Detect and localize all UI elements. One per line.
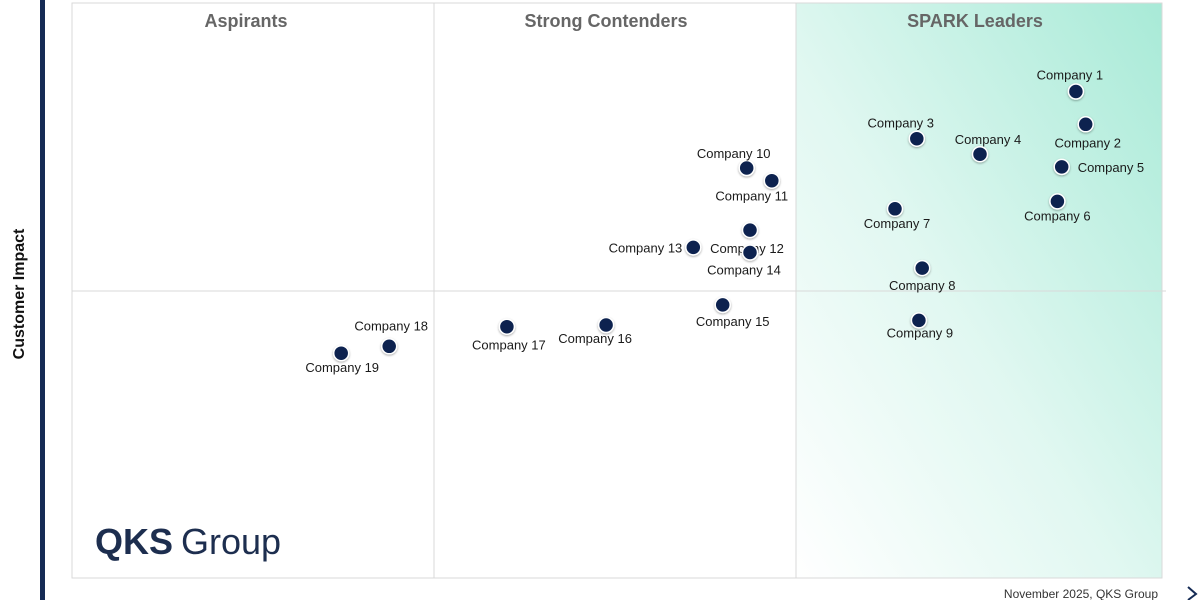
quadrant-title-spark-leaders: SPARK Leaders	[907, 11, 1043, 31]
data-label-3: Company 3	[868, 116, 934, 131]
data-point-13	[685, 239, 702, 256]
data-point-17	[498, 318, 516, 335]
left-accent-bar	[40, 0, 45, 600]
data-label-11: Company 11	[715, 189, 788, 204]
data-label-15: Company 15	[696, 314, 770, 329]
data-label-16: Company 16	[558, 331, 632, 346]
data-label-18: Company 18	[354, 318, 428, 333]
data-label-13: Company 13	[609, 240, 683, 255]
data-point-8	[913, 259, 931, 277]
qks-group-logo: QKS Group	[95, 521, 281, 562]
data-point-11	[763, 172, 781, 189]
data-point-4	[971, 145, 989, 163]
data-label-5: Company 5	[1078, 160, 1144, 175]
data-point-1	[1067, 83, 1085, 100]
data-label-6: Company 6	[1024, 208, 1090, 223]
data-label-10: Company 10	[697, 146, 771, 161]
data-label-8: Company 8	[889, 278, 955, 293]
data-label-19: Company 19	[305, 360, 379, 375]
data-points: Company 1 Company 2 Company 3 Company 4 Comp…	[305, 68, 1144, 376]
data-label-4: Company 4	[955, 132, 1021, 147]
data-label-1: Company 1	[1037, 68, 1103, 83]
data-label-14: Company 14	[707, 263, 781, 278]
data-point-18	[380, 338, 398, 355]
data-point-3	[908, 130, 926, 147]
data-point-2	[1077, 116, 1094, 133]
data-point-16	[597, 316, 615, 334]
data-point-14	[741, 244, 759, 261]
data-label-2: Company 2	[1054, 135, 1120, 150]
data-point-9	[910, 312, 928, 329]
quadrant-title-strong-contenders: Strong Contenders	[524, 11, 687, 31]
data-label-7: Company 7	[864, 216, 930, 231]
logo-light-text: Group	[181, 521, 281, 562]
data-label-17: Company 17	[472, 338, 546, 353]
data-point-12	[741, 221, 759, 239]
data-point-10	[738, 159, 755, 177]
data-point-15	[714, 296, 731, 314]
arrow-icon	[1187, 586, 1198, 600]
data-point-6	[1049, 193, 1066, 210]
data-point-7	[886, 200, 904, 218]
data-point-5	[1053, 158, 1070, 176]
quadrant-title-aspirants: Aspirants	[204, 11, 287, 31]
footer-credit: November 2025, QKS Group	[1004, 587, 1158, 600]
y-axis-title: Customer Impact	[11, 228, 28, 359]
data-point-19	[332, 344, 350, 362]
data-label-9: Company 9	[887, 325, 953, 340]
logo-bold-text: QKS	[95, 521, 173, 562]
